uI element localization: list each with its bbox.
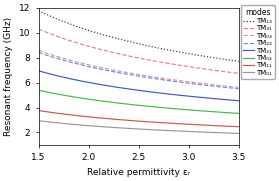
Legend: TM₁₃, TM₃₁, TM₀₃, TM₂₂, TM₂₁, TM₀₂, TM₁₁, TM₀₁: TM₁₃, TM₃₁, TM₀₃, TM₂₂, TM₂₁, TM₀₂, TM₁₁… [240,5,275,79]
X-axis label: Relative permittivity εᵣ: Relative permittivity εᵣ [87,168,190,177]
Y-axis label: Resonant frequency (GHz): Resonant frequency (GHz) [4,17,13,136]
